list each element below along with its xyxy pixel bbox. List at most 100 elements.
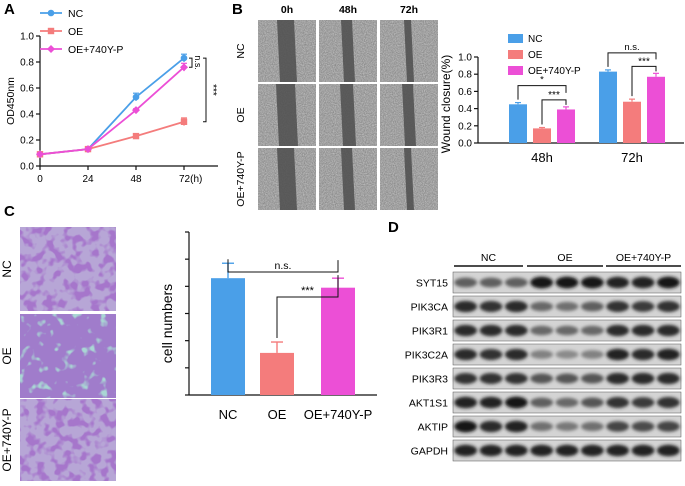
c-y-axis-label: cell numbers xyxy=(159,284,175,363)
d-band xyxy=(580,325,604,336)
b-wound-gap xyxy=(276,84,298,146)
a-legend-label: OE+740Y-P xyxy=(68,44,123,56)
panel-d-western-blot: NC OE OE+740Y-P SYT15 PIK3CA PIK3R1 PIK3C2A PIK… xyxy=(405,252,682,462)
c-stained-cells xyxy=(20,399,116,481)
b-y-tick-label: 0.0 xyxy=(458,139,472,150)
d-band xyxy=(606,348,630,361)
a-series-line-1 xyxy=(39,120,185,156)
d-group-label: OE+740Y-P xyxy=(616,252,671,264)
d-band xyxy=(656,421,680,432)
b-annotation-narrow: *** xyxy=(638,56,650,67)
c-annotation-narrow: *** xyxy=(301,285,315,297)
b-wound-gap xyxy=(402,84,416,146)
d-band xyxy=(530,397,554,408)
c-row-label: OE xyxy=(0,347,14,364)
chart-a-growth-curve: 0.0 0.2 0.4 0.6 0.8 1.0 0 24 48 72(h) OD450nm NC OE O… xyxy=(5,8,218,185)
a-y-tick-label: 0.8 xyxy=(20,58,34,69)
d-band xyxy=(479,277,503,288)
d-band xyxy=(504,373,528,384)
panel-label-a: A xyxy=(4,1,15,18)
d-band xyxy=(631,444,655,457)
d-band xyxy=(504,396,528,409)
b-legend-label: OE+740Y-P xyxy=(528,66,581,77)
a-x-tick-label: 72(h) xyxy=(179,174,202,185)
d-band xyxy=(555,350,579,359)
b-bracket-wide xyxy=(517,85,567,100)
d-band xyxy=(555,397,579,408)
a-legend-label: NC xyxy=(68,8,84,20)
a-annotation-ns: n.s. xyxy=(193,55,203,70)
a-y-tick-label: 0.0 xyxy=(20,162,34,173)
c-stained-cells xyxy=(20,227,116,311)
b-wound-gap xyxy=(341,20,355,82)
a-legend-marker xyxy=(47,9,55,17)
d-band xyxy=(656,444,680,457)
d-band xyxy=(504,420,528,433)
b-y-tick-label: 0.2 xyxy=(458,121,472,132)
d-band xyxy=(606,276,630,289)
a-y-tick-label: 0.4 xyxy=(20,110,34,121)
d-band xyxy=(656,348,680,361)
d-band xyxy=(606,421,630,432)
b-bracket-wide xyxy=(607,52,657,67)
d-band xyxy=(580,276,604,289)
a-point-circle xyxy=(180,54,188,62)
d-protein-label: PIK3R3 xyxy=(412,374,448,386)
b-y-tick-label: 0.4 xyxy=(458,104,472,115)
c-stained-cells xyxy=(20,314,116,398)
b-wound-gap xyxy=(404,20,414,82)
a-point-diamond xyxy=(132,106,140,115)
d-band xyxy=(530,373,554,384)
d-band xyxy=(606,301,630,312)
b-y-axis-label: Wound closure(%) xyxy=(439,55,453,153)
c-x-category-label: OE+740Y-P xyxy=(304,407,373,422)
b-bar xyxy=(647,76,665,143)
b-legend-swatch xyxy=(508,50,523,59)
a-y-tick-label: 0.6 xyxy=(20,84,34,95)
d-band xyxy=(631,324,655,337)
a-point-circle xyxy=(132,93,140,101)
d-band xyxy=(631,372,655,385)
d-band xyxy=(454,277,478,288)
b-annotation-narrow: *** xyxy=(548,90,560,101)
d-band xyxy=(656,372,680,385)
c-x-category-label: OE xyxy=(268,407,287,422)
b-bar xyxy=(623,101,641,143)
b-row-label: OE+740Y-P xyxy=(235,151,247,206)
d-band xyxy=(656,397,680,408)
a-point-diamond xyxy=(180,63,188,72)
c-row-label: OE+740Y-P xyxy=(0,408,14,471)
d-band xyxy=(504,444,528,457)
d-band xyxy=(580,373,604,384)
a-x-tick-label: 24 xyxy=(82,174,94,185)
d-band xyxy=(454,300,478,313)
b-wound-gap xyxy=(341,148,355,210)
chart-c-cell-numbers: cell numbers NC OE OE+740Y-P n.s. *** xyxy=(159,231,377,422)
b-y-tick-label: 1.0 xyxy=(458,53,472,64)
c-bar xyxy=(211,278,245,395)
d-band xyxy=(606,397,630,408)
c-annotation-wide: n.s. xyxy=(275,260,292,272)
d-protein-label: SYT15 xyxy=(416,278,448,290)
b-x-category-label: 48h xyxy=(531,150,553,165)
c-bar xyxy=(321,287,355,395)
c-row-label: NC xyxy=(0,260,14,278)
a-series-line-2 xyxy=(39,66,185,156)
d-protein-label: PIK3CA xyxy=(411,302,448,314)
d-band xyxy=(555,422,579,431)
d-band xyxy=(606,372,630,385)
a-bracket-sig xyxy=(203,57,207,123)
b-annotation-wide: n.s. xyxy=(624,42,639,53)
a-y-axis-label: OD450nm xyxy=(5,77,17,125)
a-x-tick-label: 0 xyxy=(37,174,43,185)
d-band xyxy=(631,348,655,361)
b-bracket-narrow xyxy=(541,99,567,125)
b-annotation-wide: * xyxy=(540,75,544,86)
b-bar xyxy=(557,109,575,143)
b-col-label: 72h xyxy=(400,4,418,16)
b-row-label: OE xyxy=(235,107,247,122)
d-band xyxy=(580,444,604,457)
panel-b-wound-images: 0h 48h 72h NC OE OE+740Y-P xyxy=(235,4,438,210)
